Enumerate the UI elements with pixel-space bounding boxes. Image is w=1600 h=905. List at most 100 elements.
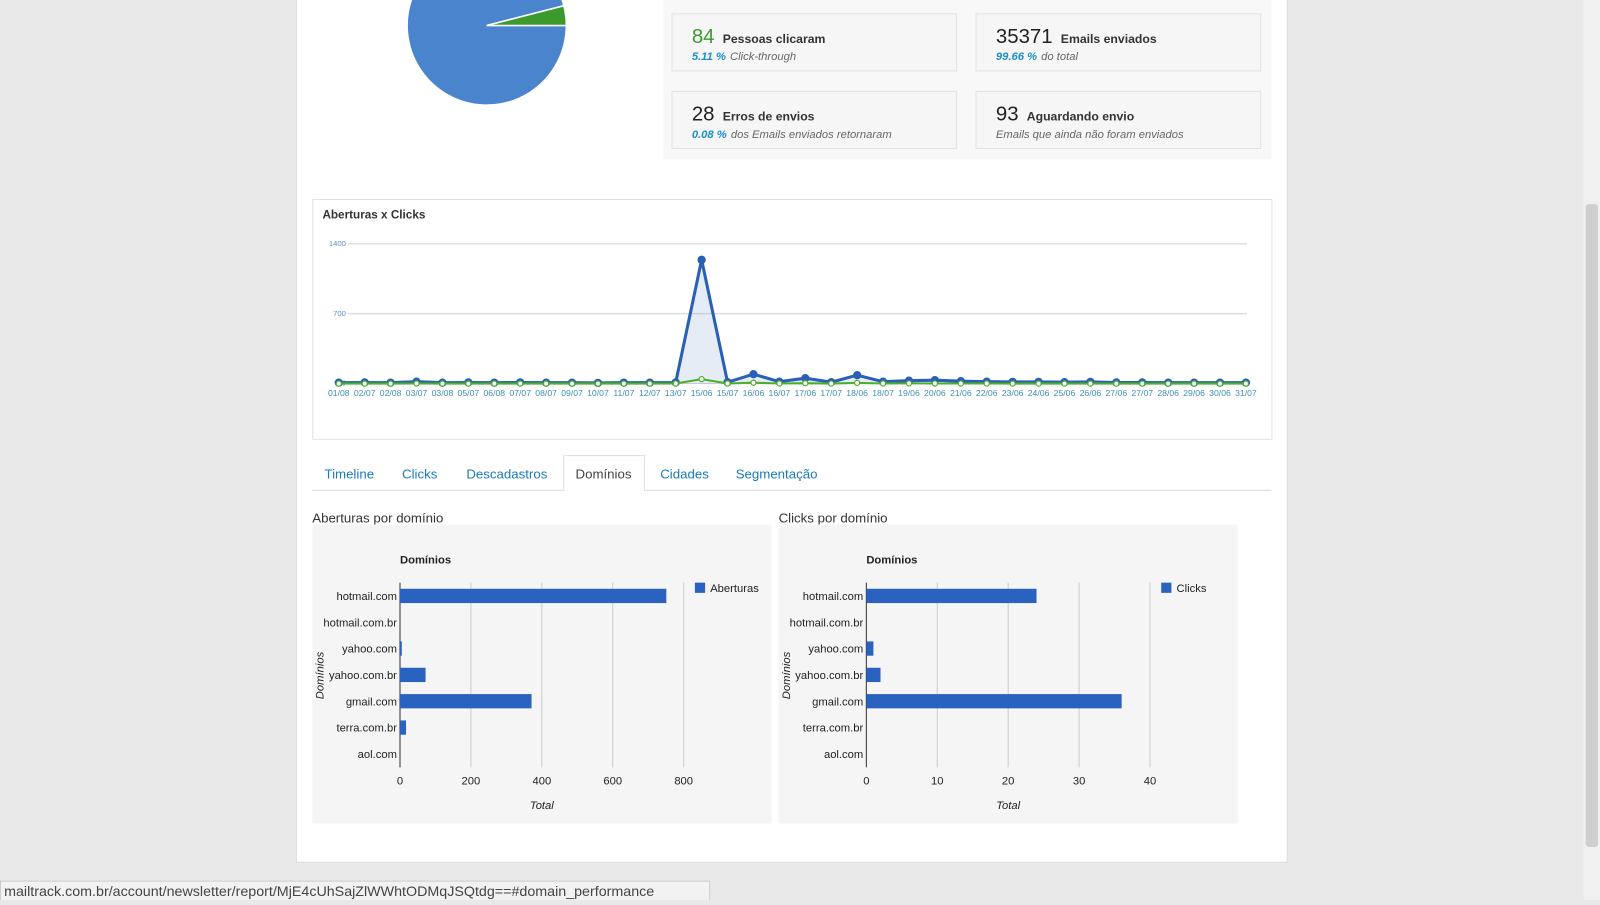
- point: [750, 379, 757, 386]
- stat-detail: Emails que ainda não foram enviados: [996, 129, 1184, 141]
- stat-headline: 35371 Emails enviados: [996, 26, 1157, 48]
- stat-card: [975, 13, 1262, 72]
- stat-headline: 93 Aguardando envio: [996, 103, 1134, 125]
- y-tick-label: yahoo.com.br: [329, 670, 397, 682]
- bar: [400, 641, 402, 656]
- stat-headline: 84 Pessoas clicaram: [692, 26, 826, 48]
- x-tick-label: 02/08: [380, 388, 402, 398]
- tab[interactable]: Cidades: [660, 467, 709, 482]
- x-tick-label: 03/08: [432, 388, 454, 398]
- x-tick-label: 26/06: [1080, 388, 1102, 398]
- tab[interactable]: Segmentação: [736, 467, 818, 482]
- y-tick-label: 700: [333, 309, 346, 318]
- stat-rate: 99.66 %: [996, 51, 1037, 63]
- y-tick-label: yahoo.com: [342, 644, 397, 656]
- point: [1113, 380, 1120, 387]
- point: [931, 380, 939, 387]
- point: [465, 380, 472, 387]
- tab[interactable]: Timeline: [324, 467, 374, 482]
- tab[interactable]: Descadastros: [466, 467, 547, 482]
- legend-swatch: [1161, 582, 1172, 593]
- point: [517, 380, 524, 387]
- tab[interactable]: Clicks: [402, 467, 438, 482]
- x-tick-label: 18/07: [872, 388, 894, 398]
- x-tick-label: 21/06: [950, 388, 972, 398]
- point: [1242, 380, 1250, 387]
- x-tick-label: 30/06: [1209, 388, 1231, 398]
- pie-slice: [486, 4, 568, 27]
- x-tick-label: 28/06: [1157, 388, 1179, 398]
- x-axis-label: Total: [996, 800, 1020, 812]
- x-tick-label: 27/06: [1105, 388, 1127, 398]
- y-tick-label: terra.com.br: [803, 723, 864, 735]
- point: [957, 380, 964, 387]
- y-tick-label: hotmail.com.br: [323, 617, 397, 629]
- point: [776, 380, 783, 387]
- point: [802, 380, 809, 387]
- y-tick-label: yahoo.com.br: [795, 670, 863, 682]
- y-tick-label: aol.com: [358, 749, 397, 761]
- y-axis-label: Domínios: [781, 651, 793, 699]
- x-tick-label: 20/06: [924, 388, 946, 398]
- bar: [400, 588, 667, 604]
- point: [749, 370, 758, 379]
- legend-label: Clicks: [1177, 583, 1207, 595]
- bar: [866, 694, 1122, 709]
- point: [672, 380, 679, 387]
- point: [413, 380, 420, 387]
- scrollbar-thumb[interactable]: [1585, 204, 1598, 847]
- x-tick-label: 13/07: [665, 388, 687, 398]
- x-tick-label: 29/06: [1183, 388, 1205, 398]
- x-tick-label: 16/07: [769, 388, 791, 398]
- point: [698, 376, 705, 383]
- bar: [400, 667, 426, 683]
- stat-number: 35371: [996, 26, 1053, 48]
- stat-label: Erros de envios: [723, 109, 815, 123]
- stat-label: Pessoas clicaram: [723, 32, 826, 46]
- y-tick-label: terra.com.br: [336, 723, 397, 735]
- point: [724, 380, 731, 387]
- point: [1061, 380, 1068, 387]
- point: [1087, 380, 1094, 387]
- point: [905, 380, 913, 387]
- x-tick-label: 10: [931, 776, 943, 788]
- stat-headline: 28 Erros de envios: [692, 103, 815, 125]
- y-tick-label: hotmail.com: [336, 591, 396, 603]
- point: [387, 380, 394, 387]
- point: [697, 255, 706, 265]
- x-tick-label: 400: [532, 776, 551, 788]
- point: [1139, 380, 1146, 387]
- stat-rate: 5.11 %: [692, 51, 726, 63]
- x-tick-label: 40: [1144, 776, 1156, 788]
- stat-number: 84: [692, 26, 715, 48]
- x-tick-label: 17/07: [820, 388, 842, 398]
- point: [1035, 380, 1042, 387]
- chart-title: Domínios: [866, 554, 917, 566]
- point: [1216, 380, 1224, 387]
- pie-slice: [406, 0, 568, 106]
- point: [983, 380, 990, 387]
- point: [568, 380, 576, 387]
- bar: [866, 667, 881, 683]
- x-tick-label: 05/07: [458, 388, 480, 398]
- tab[interactable]: Domínios: [576, 467, 632, 482]
- x-tick-label: 20: [1002, 776, 1014, 788]
- point: [1190, 380, 1198, 387]
- x-tick-label: 08/07: [535, 388, 557, 398]
- stat-label: Aguardando envio: [1027, 109, 1134, 123]
- stat-card: [671, 13, 958, 72]
- point: [620, 380, 628, 387]
- x-tick-label: 06/08: [483, 388, 505, 398]
- x-tick-label: 31/07: [1235, 388, 1257, 398]
- y-tick-label: aol.com: [824, 749, 863, 761]
- point: [852, 371, 862, 380]
- stat-note: do total: [1041, 51, 1078, 63]
- point: [491, 380, 498, 387]
- x-tick-label: 02/07: [354, 388, 376, 398]
- stat-label: Emails enviados: [1061, 32, 1157, 46]
- y-tick-label: gmail.com: [812, 696, 863, 708]
- x-tick-label: 17/06: [794, 388, 816, 398]
- stat-card: [671, 90, 958, 149]
